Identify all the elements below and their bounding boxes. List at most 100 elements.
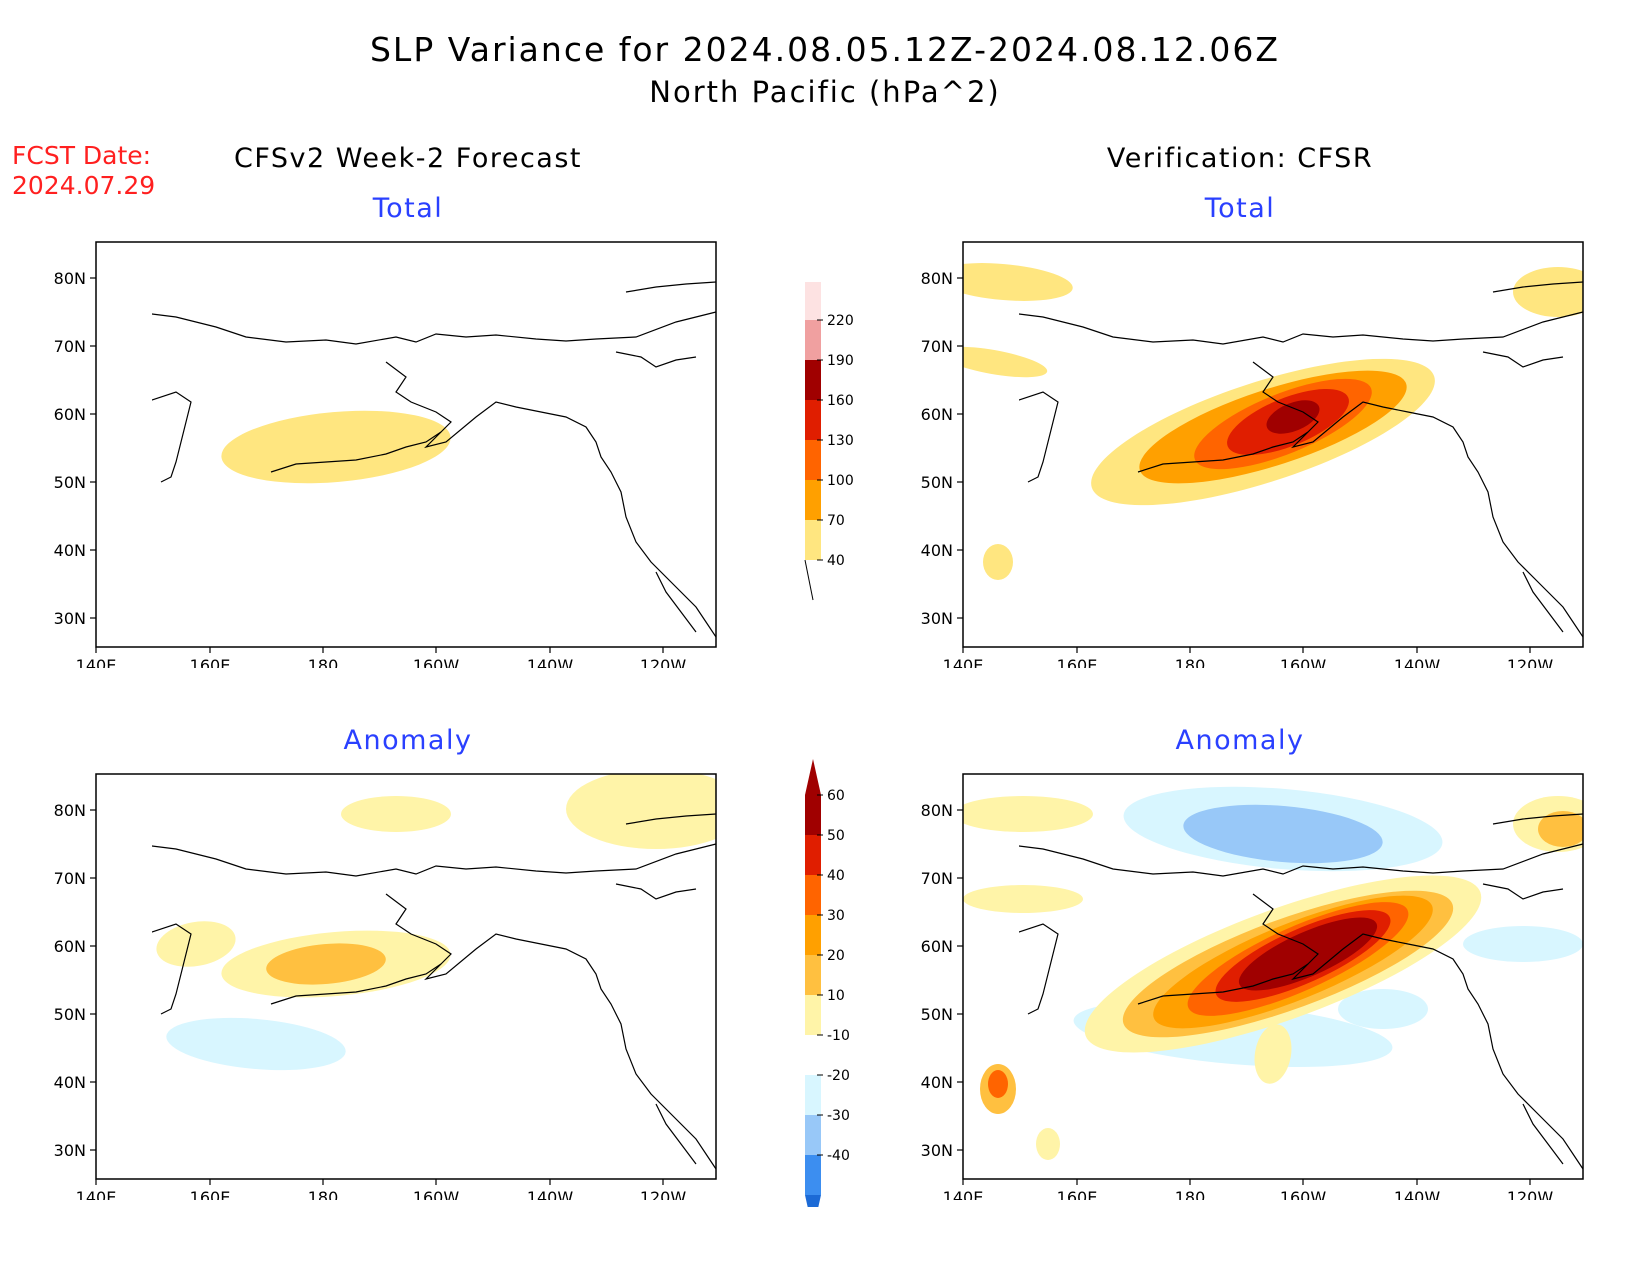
panel-title-total-forecast: Total: [372, 193, 444, 224]
contour-fill: [566, 774, 716, 849]
colorbar-label: 100: [827, 473, 854, 489]
colorbar-swatch: [805, 795, 821, 835]
colorbar-swatch: [805, 955, 821, 995]
lat-tick-label: 70N: [921, 869, 953, 888]
contour-fill: [1183, 804, 1383, 864]
colorbar-swatch: [805, 915, 821, 955]
lon-tick-label: 160E: [190, 656, 231, 668]
contour-fill: [963, 263, 1073, 301]
map-svg: 80N 70N 60N 50N 40N 30N 140E 160E 180 160W 140W 120…: [921, 773, 1584, 1207]
coastlines: [1019, 813, 1584, 1170]
contour-fill: [1254, 1024, 1292, 1084]
contour-fill: [988, 1070, 1008, 1098]
lat-tick-label: 30N: [921, 609, 953, 628]
map-panel-verification-total: 80N 70N 60N 50N 40N 30N 140E 160E 180 160W 140W 120…: [907, 238, 1607, 675]
map-svg: 80N 70N 60N 50N 40N 30N 140E 160E 180 160W 140W 120…: [54, 241, 717, 675]
colorbar-label: 70: [827, 513, 845, 529]
colorbar-label: 60: [827, 788, 845, 804]
panel-title-total-verification: Total: [1204, 193, 1276, 224]
coastlines: [152, 281, 717, 638]
contour-fill: [963, 796, 1093, 832]
colorbar-swatch: [805, 1035, 821, 1075]
colorbar-swatch: [805, 400, 821, 440]
lon-tick-label: 180: [1175, 656, 1206, 668]
lat-tick-label: 70N: [54, 337, 86, 356]
shaded-field: [221, 410, 451, 484]
lat-tick-label: 80N: [921, 269, 953, 288]
contour-fill: [1463, 926, 1583, 962]
lon-tick-label: 180: [1175, 1188, 1206, 1200]
lon-tick-label: 180: [308, 1188, 339, 1200]
coastlines: [1019, 281, 1584, 638]
lat-tick-label: 60N: [54, 405, 86, 424]
lon-tick-label: 160W: [413, 1188, 460, 1200]
colorbar-swatch: [805, 360, 821, 400]
colorbar-swatch: [805, 1075, 821, 1115]
lat-tick-label: 50N: [54, 473, 86, 492]
lat-tick-label: 30N: [54, 1141, 86, 1160]
lon-tick-label: 160W: [1280, 1188, 1327, 1200]
colorbar-swatch: [805, 835, 821, 875]
lat-tick-label: 70N: [921, 337, 953, 356]
colorbar-swatch: [805, 995, 821, 1035]
contour-fill: [166, 1017, 346, 1071]
lat-tick-label: 60N: [921, 405, 953, 424]
colorbar-label: 20: [827, 948, 845, 964]
contour-fill: [963, 346, 1048, 378]
panel-title-anomaly-forecast: Anomaly: [343, 725, 473, 756]
lon-tick-label: 160E: [190, 1188, 231, 1200]
contour-fill: [156, 921, 236, 967]
lat-tick-label: 50N: [921, 473, 953, 492]
map-panel-forecast-total: 80N 70N 60N 50N 40N 30N 140E 160E 180 160W 140W 120…: [40, 238, 740, 675]
left-column-title: CFSv2 Week-2 Forecast: [233, 143, 582, 174]
colorbar-swatch: [805, 520, 821, 560]
colorbar-swatch: [805, 280, 821, 320]
lat-tick-label: 80N: [54, 269, 86, 288]
lat-tick-label: 50N: [54, 1005, 86, 1024]
lon-tick-label: 140W: [527, 1188, 574, 1200]
map-svg: 80N 70N 60N 50N 40N 30N 140E 160E 180 160W 140W 120…: [54, 773, 717, 1207]
colorbar-anomaly: 60 50 40 30 20 10 -10 -20 -30 -40: [795, 755, 865, 1231]
lon-tick-label: 180: [308, 656, 339, 668]
lon-tick-label: 120W: [640, 656, 687, 668]
lon-tick-label: 140E: [76, 1188, 117, 1200]
colorbar-swatch: [805, 1115, 821, 1155]
lon-tick-label: 160W: [413, 656, 460, 668]
map-panel-forecast-anomaly: 80N 70N 60N 50N 40N 30N 140E 160E 180 160W 140W 120…: [40, 770, 740, 1207]
contour-fill: [983, 544, 1013, 580]
fcst-date-label: FCST Date:: [12, 141, 152, 170]
colorbar-label: -10: [827, 1028, 850, 1044]
fcst-date-value: 2024.07.29: [12, 171, 156, 200]
colorbar-swatch: [805, 480, 821, 520]
lon-tick-label: 160E: [1057, 656, 1098, 668]
lat-tick-label: 40N: [54, 1073, 86, 1092]
map-panel-verification-anomaly: 80N 70N 60N 50N 40N 30N 140E 160E 180 160W 140W 120…: [907, 770, 1607, 1207]
contour-fill: [341, 796, 451, 832]
contour-fill: [1538, 811, 1583, 847]
colorbar-label: -30: [827, 1108, 850, 1124]
colorbar-label: 160: [827, 393, 854, 409]
lon-tick-label: 160E: [1057, 1188, 1098, 1200]
colorbar-label: 130: [827, 433, 854, 449]
lat-tick-label: 50N: [921, 1005, 953, 1024]
lat-tick-label: 60N: [54, 937, 86, 956]
colorbar-label: 10: [827, 988, 845, 1004]
lon-tick-label: 140W: [1394, 656, 1441, 668]
lat-tick-label: 80N: [54, 801, 86, 820]
shaded-field: [963, 263, 1583, 580]
colorbar-swatch: [805, 440, 821, 480]
colorbar-swatch: [805, 320, 821, 360]
right-column-title: Verification: CFSR: [1106, 143, 1374, 174]
contour-fill: [1036, 1128, 1060, 1160]
lat-tick-label: 80N: [921, 801, 953, 820]
lon-tick-label: 140E: [76, 656, 117, 668]
lon-tick-label: 120W: [1507, 1188, 1554, 1200]
lat-tick-label: 30N: [54, 609, 86, 628]
shaded-field: [156, 774, 716, 1071]
lat-tick-label: 40N: [921, 541, 953, 560]
colorbar-label: 30: [827, 908, 845, 924]
colorbar-label: 220: [827, 313, 854, 329]
panel-title-anomaly-verification: Anomaly: [1175, 725, 1305, 756]
lat-tick-label: 40N: [54, 541, 86, 560]
colorbar-label: -40: [827, 1148, 850, 1164]
